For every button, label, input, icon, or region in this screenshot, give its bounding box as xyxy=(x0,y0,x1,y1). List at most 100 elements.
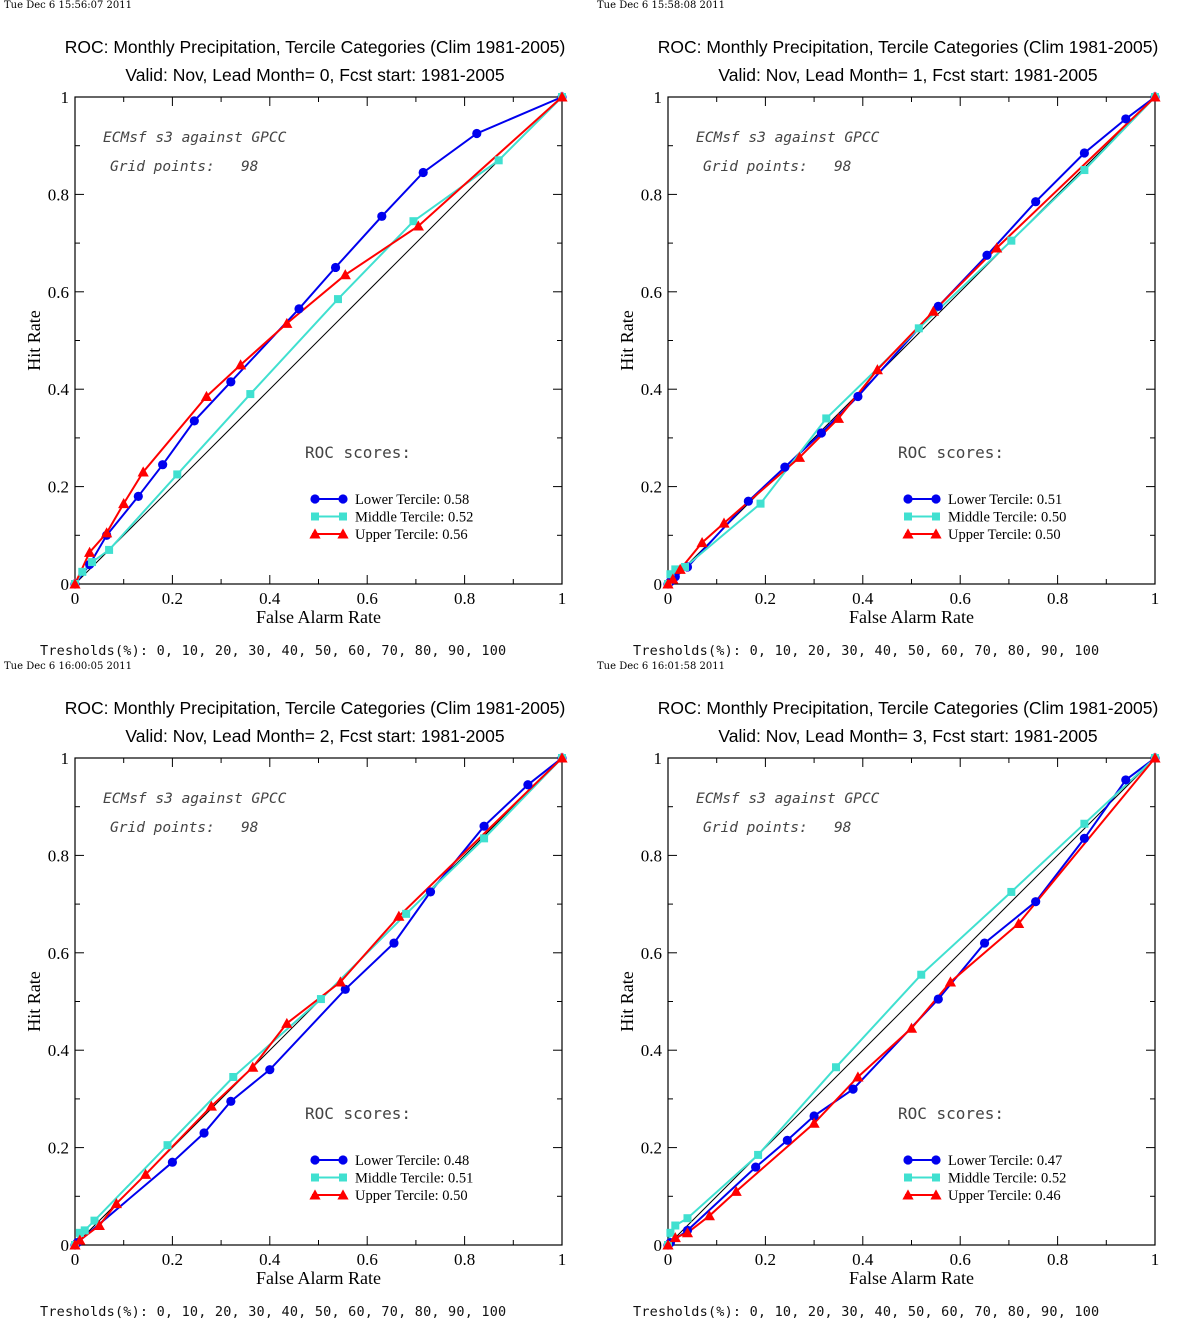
timestamp: Tue Dec 6 16:01:58 2011 xyxy=(597,661,726,672)
data-point-lower xyxy=(982,250,992,260)
roc-scores-header: ROC scores: xyxy=(305,443,411,462)
y-tick-label: 0.4 xyxy=(641,1041,663,1060)
data-point-upper xyxy=(247,1061,259,1072)
grid-points-annotation: Grid points: 98 xyxy=(703,159,851,175)
legend-marker-lower xyxy=(931,494,941,504)
data-point-lower xyxy=(167,1157,177,1167)
roc-scores-header: ROC scores: xyxy=(898,443,1004,462)
y-tick-label: 0 xyxy=(61,575,70,594)
x-tick-label: 0.2 xyxy=(162,589,183,608)
y-tick-label: 1 xyxy=(654,749,663,768)
data-point-lower xyxy=(743,496,753,506)
legend-marker-lower xyxy=(931,1155,941,1165)
x-tick-label: 0.8 xyxy=(1047,1250,1068,1269)
data-point-middle xyxy=(754,1150,763,1159)
legend-marker-middle xyxy=(932,512,940,521)
legend-marker-upper xyxy=(902,528,914,539)
data-point-upper xyxy=(140,1168,152,1179)
data-point-upper xyxy=(1149,91,1161,102)
x-axis-label: False Alarm Rate xyxy=(256,1268,381,1288)
data-point-middle xyxy=(917,970,926,979)
x-tick-label: 1 xyxy=(1151,1250,1160,1269)
y-tick-label: 1 xyxy=(61,88,70,107)
thresholds-text: Tresholds(%): 0, 10, 20, 30, 40, 50, 60,… xyxy=(633,1304,1100,1320)
data-point-upper xyxy=(556,752,568,763)
data-point-upper xyxy=(718,517,730,528)
data-point-upper xyxy=(118,498,130,509)
data-point-lower xyxy=(782,1135,792,1145)
legend-label-upper: Upper Tercile: 0.50 xyxy=(948,527,1061,543)
data-point-upper xyxy=(852,1071,864,1082)
x-tick-label: 0.2 xyxy=(162,1250,183,1269)
y-tick-label: 0 xyxy=(61,1236,70,1255)
x-tick-label: 0.4 xyxy=(259,589,281,608)
data-point-upper xyxy=(703,1210,715,1221)
data-point-lower xyxy=(189,416,199,426)
x-tick-label: 1 xyxy=(558,1250,567,1269)
data-point-upper xyxy=(234,359,247,370)
dataset-annotation: ECMsf s3 against GPCC xyxy=(696,130,880,146)
data-point-middle xyxy=(90,1216,99,1225)
x-tick-label: 0.8 xyxy=(454,1250,475,1269)
legend-marker-upper xyxy=(337,1189,349,1200)
legend-marker-upper xyxy=(309,528,321,539)
y-tick-label: 0.4 xyxy=(48,380,70,399)
data-point-upper xyxy=(696,537,708,548)
data-point-lower xyxy=(158,460,168,470)
data-point-middle xyxy=(402,909,411,918)
data-point-lower xyxy=(1121,114,1131,124)
x-axis-label: False Alarm Rate xyxy=(849,1268,974,1288)
data-point-upper xyxy=(84,546,96,557)
y-tick-label: 0.2 xyxy=(641,478,662,497)
data-point-upper xyxy=(69,578,81,589)
x-tick-label: 0.6 xyxy=(950,589,971,608)
data-point-lower xyxy=(1031,197,1041,207)
data-point-lower xyxy=(389,938,399,948)
data-point-middle xyxy=(666,570,675,579)
y-tick-label: 0.8 xyxy=(48,185,69,204)
roc-plot: 0 0.2 0.4 0.6 0.8 1 0 0.2 0.4 0.6 0.8 1 False Alarm … xyxy=(24,88,568,627)
series-line-lower xyxy=(74,757,563,1246)
x-axis-label: False Alarm Rate xyxy=(849,607,974,627)
x-tick-label: 0.4 xyxy=(259,1250,281,1269)
data-point-upper xyxy=(200,390,213,401)
data-point-upper xyxy=(339,269,351,280)
legend-label-lower: Lower Tercile: 0.51 xyxy=(948,492,1062,508)
chart-title: ROC: Monthly Precipitation, Tercile Cate… xyxy=(64,37,566,57)
timestamp: Tue Dec 6 16:00:05 2011 xyxy=(4,661,133,672)
y-tick-label: 0.8 xyxy=(48,846,69,865)
x-tick-label: 0 xyxy=(71,589,80,608)
x-tick-label: 0.2 xyxy=(755,589,776,608)
legend-marker-lower xyxy=(338,494,348,504)
data-point-middle xyxy=(75,1228,84,1237)
data-point-upper xyxy=(793,451,806,462)
legend-marker-middle xyxy=(339,1173,347,1182)
grid-points-annotation: Grid points: 98 xyxy=(110,159,258,175)
chart-title: ROC: Monthly Precipitation, Tercile Cate… xyxy=(657,37,1159,57)
y-tick-label: 0.2 xyxy=(48,478,69,497)
data-point-lower xyxy=(226,377,236,387)
data-point-middle xyxy=(494,156,503,165)
chart-subtitle: Valid: Nov, Lead Month= 2, Fcst start: 1… xyxy=(125,726,505,746)
x-tick-label: 0.6 xyxy=(357,589,378,608)
data-point-upper xyxy=(662,1239,674,1250)
data-point-middle xyxy=(1080,166,1089,175)
data-point-upper xyxy=(927,305,940,316)
data-point-middle xyxy=(683,1214,692,1223)
legend-marker-lower xyxy=(903,1155,913,1165)
chart-subtitle: Valid: Nov, Lead Month= 0, Fcst start: 1… xyxy=(125,65,505,85)
thresholds-text: Tresholds(%): 0, 10, 20, 30, 40, 50, 60,… xyxy=(40,643,507,659)
roc-panel-lead-2: Tue Dec 6 16:00:05 2011 ROC: Monthly Pre… xyxy=(0,661,594,1322)
roc-scores-header: ROC scores: xyxy=(305,1104,411,1123)
x-tick-label: 0.4 xyxy=(852,589,874,608)
data-point-middle xyxy=(80,1226,89,1235)
data-point-middle xyxy=(666,1228,675,1237)
data-point-upper xyxy=(674,563,686,574)
legend-label-middle: Middle Tercile: 0.50 xyxy=(948,510,1066,526)
legend-label-middle: Middle Tercile: 0.52 xyxy=(948,1171,1066,1187)
roc-panel-lead-0: Tue Dec 6 15:56:07 2011 ROC: Monthly Pre… xyxy=(0,0,594,661)
thresholds-text: Tresholds(%): 0, 10, 20, 30, 40, 50, 60,… xyxy=(633,643,1100,659)
legend-marker-lower xyxy=(338,1155,348,1165)
data-point-upper xyxy=(137,466,149,477)
data-point-lower xyxy=(1079,833,1089,843)
